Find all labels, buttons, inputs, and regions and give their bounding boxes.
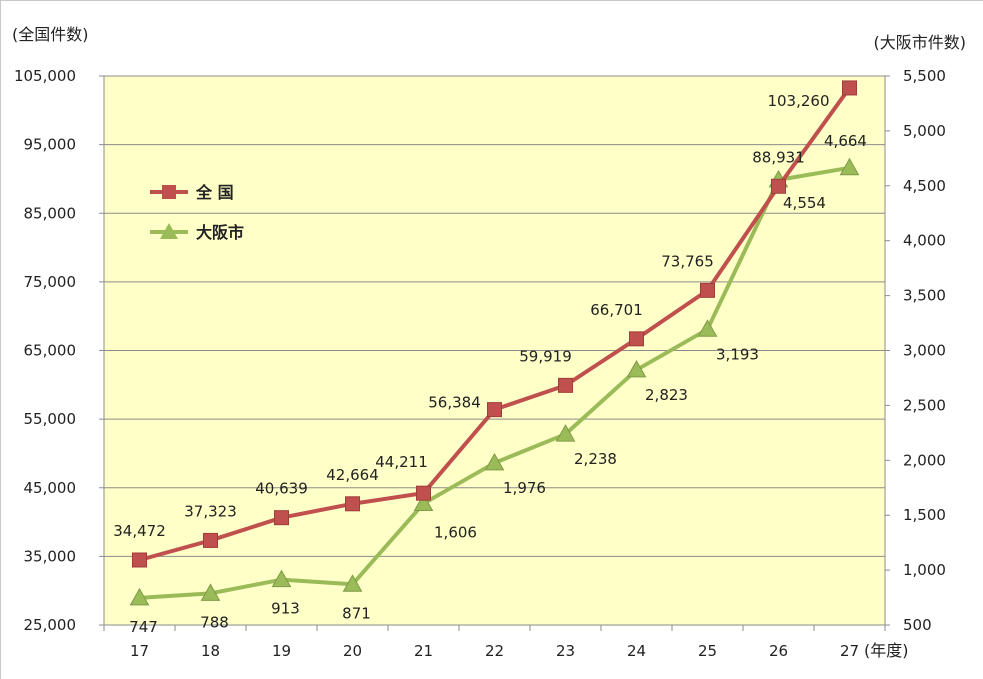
point-marker bbox=[487, 402, 502, 418]
data-label: 66,701 bbox=[590, 301, 643, 319]
point-marker bbox=[274, 510, 289, 526]
legend-label: 全 国 bbox=[195, 183, 234, 202]
point-marker bbox=[416, 485, 431, 501]
data-label: 37,323 bbox=[184, 502, 237, 520]
left-tick-label: 55,000 bbox=[24, 410, 77, 428]
x-tick-label: 22 bbox=[485, 642, 504, 660]
right-tick-label: 1,500 bbox=[903, 506, 946, 524]
legend-label: 大阪市 bbox=[196, 223, 244, 242]
point-marker bbox=[558, 377, 573, 393]
right-tick-label: 1,000 bbox=[903, 561, 946, 579]
left-tick-label: 95,000 bbox=[24, 136, 77, 154]
x-tick-label: 24 bbox=[627, 642, 646, 660]
left-tick-label: 35,000 bbox=[24, 547, 77, 565]
point-marker bbox=[555, 424, 576, 442]
left-axis-unit: (全国件数) bbox=[12, 25, 89, 44]
axes bbox=[99, 75, 890, 631]
data-label: 40,639 bbox=[255, 480, 308, 498]
data-label: 2,823 bbox=[645, 386, 688, 404]
data-label: 1,976 bbox=[503, 479, 546, 497]
data-label: 871 bbox=[342, 604, 371, 622]
point-marker bbox=[697, 319, 718, 337]
point-marker bbox=[132, 552, 147, 568]
x-tick-label: 27 bbox=[840, 642, 859, 660]
left-tick-label: 45,000 bbox=[24, 479, 77, 497]
right-tick-label: 5,500 bbox=[903, 67, 946, 85]
data-label: 73,765 bbox=[661, 252, 714, 270]
data-label: 59,919 bbox=[519, 347, 572, 365]
data-label: 2,238 bbox=[574, 450, 617, 468]
left-tick-label: 65,000 bbox=[24, 342, 77, 360]
point-marker bbox=[629, 331, 644, 347]
point-marker bbox=[413, 493, 434, 512]
point-marker bbox=[839, 157, 860, 176]
tick-labels: 105,000 95,000 85,000 75,000 65,000 55,000 45,… bbox=[14, 67, 946, 660]
data-label: 913 bbox=[271, 600, 300, 618]
right-tick-label: 2,500 bbox=[903, 396, 946, 414]
right-tick-label: 5,000 bbox=[903, 122, 946, 140]
right-tick-label: 500 bbox=[903, 616, 932, 634]
left-tick-label: 75,000 bbox=[24, 273, 77, 291]
data-label: 4,554 bbox=[783, 194, 826, 212]
point-marker bbox=[771, 178, 786, 194]
x-tick-label: 19 bbox=[272, 642, 291, 660]
data-label: 747 bbox=[129, 618, 158, 636]
x-tick-label: 26 bbox=[769, 642, 788, 660]
right-tick-label: 3,500 bbox=[903, 287, 946, 305]
point-marker bbox=[626, 359, 647, 378]
left-tick-label: 25,000 bbox=[24, 616, 77, 634]
data-label: 3,193 bbox=[716, 345, 759, 363]
data-label: 42,664 bbox=[326, 466, 379, 484]
right-tick-label: 4,500 bbox=[903, 177, 946, 195]
legend-marker bbox=[162, 185, 176, 199]
x-tick-label: 18 bbox=[201, 642, 220, 660]
data-label: 44,211 bbox=[375, 453, 428, 471]
data-label: 788 bbox=[200, 613, 229, 631]
point-marker bbox=[271, 569, 292, 588]
point-marker bbox=[484, 452, 505, 471]
point-marker bbox=[200, 583, 221, 601]
data-label: 34,472 bbox=[113, 522, 166, 540]
right-tick-label: 4,000 bbox=[903, 232, 946, 250]
left-tick-label: 105,000 bbox=[14, 67, 76, 85]
right-tick-label: 3,000 bbox=[903, 342, 946, 360]
x-tick-label: 25 bbox=[698, 642, 717, 660]
point-marker bbox=[700, 282, 715, 298]
series-layer bbox=[129, 80, 860, 606]
x-axis-unit: (年度) bbox=[864, 641, 909, 660]
data-label: 1,606 bbox=[434, 524, 477, 542]
x-tick-label: 17 bbox=[130, 642, 149, 660]
data-label: 103,260 bbox=[767, 92, 829, 110]
data-label: 88,931 bbox=[752, 148, 805, 166]
right-axis-unit: (大阪市件数) bbox=[874, 33, 967, 52]
point-marker bbox=[342, 574, 363, 592]
left-tick-label: 85,000 bbox=[24, 204, 77, 222]
data-label: 4,664 bbox=[824, 132, 867, 150]
point-marker bbox=[203, 532, 218, 548]
right-tick-label: 2,000 bbox=[903, 451, 946, 469]
legend-marker bbox=[160, 223, 178, 239]
point-marker bbox=[129, 587, 150, 606]
data-label: 56,384 bbox=[428, 394, 481, 412]
x-tick-label: 21 bbox=[414, 642, 433, 660]
x-tick-label: 20 bbox=[343, 642, 362, 660]
point-marker bbox=[842, 80, 857, 96]
x-tick-label: 23 bbox=[556, 642, 575, 660]
point-marker bbox=[345, 496, 360, 512]
